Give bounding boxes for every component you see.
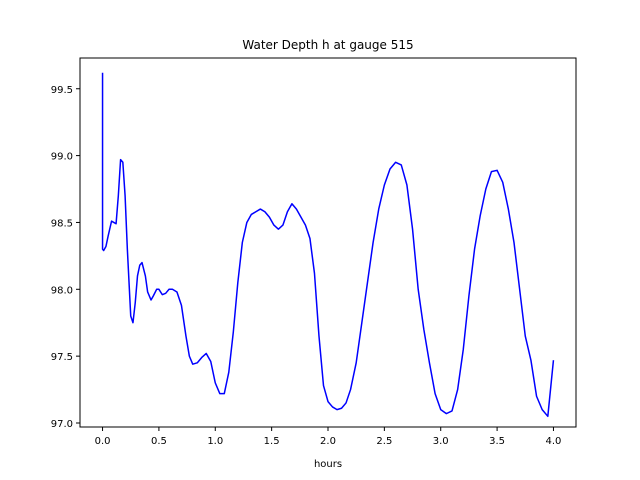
y-tick-label: 97.0 [51,419,73,430]
y-tick-label: 97.5 [51,352,73,363]
x-tick-label: 1.0 [207,436,223,447]
chart-title: Water Depth h at gauge 515 [242,38,413,52]
x-tick-label: 4.0 [546,436,562,447]
x-axis-ticks: 0.0 0.5 1.0 1.5 2.0 2.5 3.0 3.5 4.0 [95,427,562,447]
y-tick-label: 99.0 [51,152,73,163]
series-line [101,72,555,418]
y-axis-ticks: 97.0 97.5 98.0 98.5 99.0 99.5 [51,85,80,430]
x-axis-label: hours [314,459,342,470]
x-tick-label: 3.5 [489,436,505,447]
x-tick-label: 0.0 [95,436,111,447]
y-tick-label: 99.5 [51,85,73,96]
x-tick-label: 2.0 [320,436,336,447]
y-tick-label: 98.5 [51,218,73,229]
x-tick-label: 0.5 [151,436,167,447]
x-tick-label: 3.0 [433,436,449,447]
plot-area [101,72,555,418]
x-tick-label: 2.5 [376,436,392,447]
x-tick-label: 1.5 [264,436,280,447]
y-tick-label: 98.0 [51,285,73,296]
